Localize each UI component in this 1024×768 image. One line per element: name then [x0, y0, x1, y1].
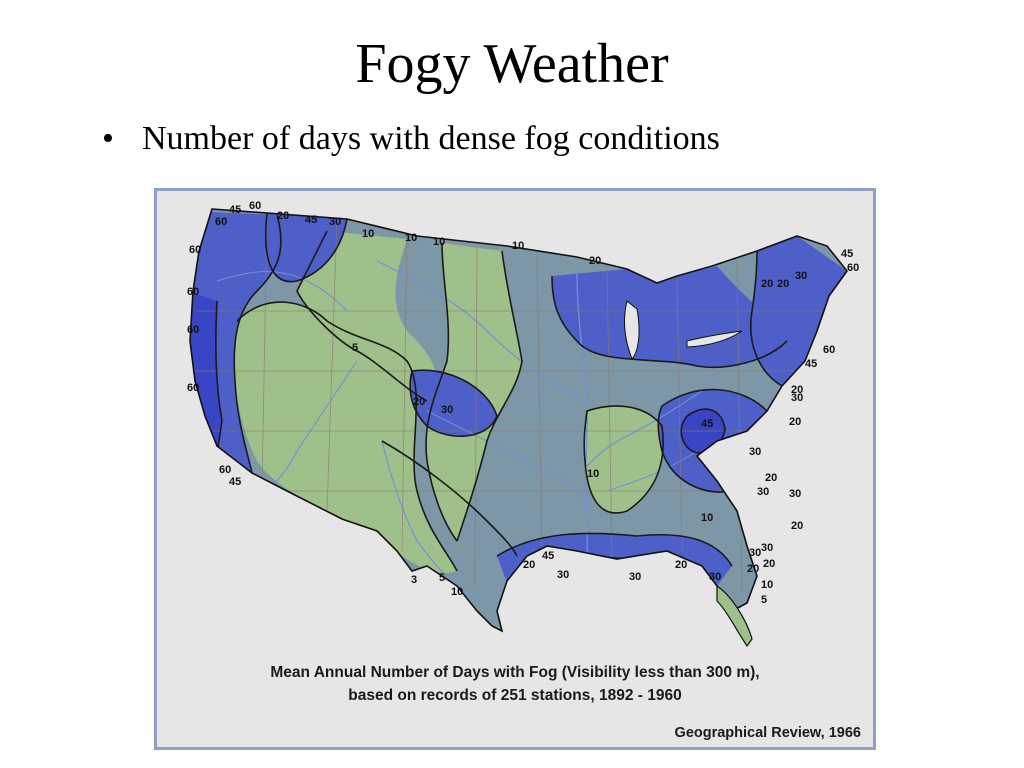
- contour-line: [264, 212, 348, 283]
- bullet-item: • Number of days with dense fog condition…: [102, 120, 720, 158]
- contour-label: 10: [701, 512, 713, 524]
- contour-label: 30: [329, 216, 341, 228]
- contour-label: 20: [763, 558, 775, 570]
- contour-label: 60: [189, 244, 201, 256]
- river-network: [216, 260, 718, 602]
- fog-zone-high-colorado: [410, 370, 497, 437]
- contour-label: 30: [709, 571, 721, 583]
- contour-line: [551, 275, 788, 369]
- contour-line: [456, 250, 523, 542]
- lake-michigan: [624, 300, 640, 360]
- fog-map-figure: 45 60 60 20 45 30 10 10 10 10 20 60 60 60 60 5 20 30 60 45 1…: [154, 188, 876, 750]
- contour-label: 45: [229, 204, 241, 216]
- contour-label: 10: [362, 228, 374, 240]
- contour-label: 45: [841, 248, 853, 260]
- contour-label: 10: [433, 236, 445, 248]
- contour-label: 20: [277, 210, 289, 222]
- contour-label: 20: [747, 563, 759, 575]
- bullet-marker: •: [102, 120, 114, 157]
- fog-zone-low-rockies: [297, 231, 436, 401]
- river-tennessee: [606, 450, 698, 492]
- contour-label: 5: [439, 572, 445, 584]
- contour-line: [381, 440, 518, 557]
- contour-line: [215, 300, 223, 454]
- river-columbia: [216, 271, 348, 312]
- river-ohio: [586, 380, 718, 467]
- fog-zone-high-gulf: [497, 533, 732, 586]
- slide-title: Fogy Weather: [355, 33, 669, 95]
- contour-label: 30: [629, 571, 641, 583]
- contour-label: 3: [411, 574, 417, 586]
- fog-zone-low-midwest: [584, 406, 664, 513]
- contour-label: 30: [557, 569, 569, 581]
- contour-line: [296, 230, 428, 402]
- contour-label: 45: [701, 418, 713, 430]
- river-arkansas: [426, 410, 588, 502]
- contour-line: [425, 242, 458, 542]
- figure-source: Geographical Review, 1966: [674, 725, 861, 741]
- contour-line: [496, 532, 733, 567]
- contour-label: 20: [761, 278, 773, 290]
- contour-line: [409, 369, 498, 437]
- contour-label: 20: [791, 384, 803, 396]
- contour-label: 30: [791, 392, 803, 404]
- river-rio-grande: [381, 440, 478, 602]
- contour-label: 20: [589, 255, 601, 267]
- bullet-text: Number of days with dense fog conditions: [142, 120, 720, 157]
- contour-label: 60: [823, 344, 835, 356]
- contour-label: 20: [777, 278, 789, 290]
- caption-line-2: based on records of 251 stations, 1892 -…: [348, 687, 682, 704]
- contour-label: 60: [187, 324, 199, 336]
- contour-label: 60: [187, 286, 199, 298]
- contour-label: 20: [675, 559, 687, 571]
- state-border-lines: [195, 210, 847, 592]
- contour-line: [233, 214, 282, 474]
- florida-peninsula: [716, 584, 753, 648]
- contour-label: 10: [405, 232, 417, 244]
- contour-line: [583, 405, 665, 514]
- contour-label: 5: [761, 594, 767, 606]
- contour-label: 30: [441, 404, 453, 416]
- river-missouri: [376, 260, 586, 402]
- contour-label: 10: [451, 586, 463, 598]
- contour-label: 45: [305, 214, 317, 226]
- fog-zone-high-greatlakes: [552, 266, 787, 368]
- contour-line: [236, 301, 458, 572]
- contour-label: 10: [761, 579, 773, 591]
- contour-label: 45: [805, 358, 817, 370]
- contour-label: 45: [229, 476, 241, 488]
- contour-label: 20: [789, 416, 801, 428]
- contour-label: 30: [761, 542, 773, 554]
- contour-label: 60: [847, 262, 859, 274]
- contour-label: 10: [512, 240, 524, 252]
- contour-label: 60: [219, 464, 231, 476]
- contour-label: 30: [795, 270, 807, 282]
- contour-label: 10: [587, 468, 599, 480]
- contour-label: 45: [542, 550, 554, 562]
- contour-label: 5: [352, 342, 358, 354]
- contour-label: 20: [523, 559, 535, 571]
- contour-label: 30: [757, 486, 769, 498]
- contour-line: [750, 250, 783, 387]
- figure-caption: Mean Annual Number of Days with Fog (Vis…: [157, 661, 873, 707]
- fog-zone-very-high-coast: [190, 291, 222, 453]
- fog-zone-high-northwest: [265, 213, 347, 282]
- contour-label: 30: [749, 446, 761, 458]
- contour-label: 60: [215, 216, 227, 228]
- contour-label: 20: [765, 472, 777, 484]
- contour-label: 30: [749, 547, 761, 559]
- contour-label: 20: [791, 520, 803, 532]
- caption-line-1: Mean Annual Number of Days with Fog (Vis…: [270, 664, 760, 681]
- contour-label: 20: [413, 396, 425, 408]
- river-colorado: [266, 360, 358, 492]
- lake-erie: [686, 330, 743, 348]
- contour-label: 60: [187, 382, 199, 394]
- contour-label: 30: [789, 488, 801, 500]
- state-borders: [195, 210, 847, 592]
- contour-label: 60: [249, 200, 261, 212]
- river-mississippi: [576, 270, 590, 560]
